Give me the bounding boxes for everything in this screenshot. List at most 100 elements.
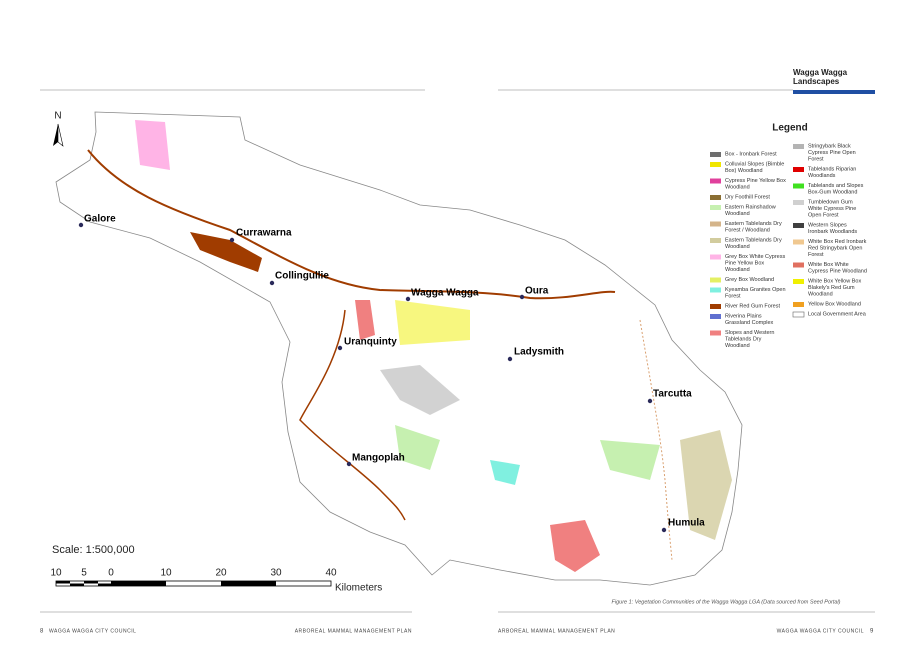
legend-swatch: [793, 200, 804, 205]
footer-doc: ARBOREAL MAMMAL MANAGEMENT PLAN: [498, 628, 615, 634]
legend-swatch: [710, 195, 721, 200]
legend-swatch: [710, 330, 721, 336]
river-red-gum: [299, 309, 406, 521]
legend-label: Kyeamba Granites Open: [725, 287, 786, 293]
legend-swatch: [793, 183, 804, 189]
lga-boundary: [55, 111, 743, 586]
caption: Figure 1: Vegetation Communities of the …: [612, 599, 841, 605]
legend-swatch: [710, 221, 721, 227]
legend-swatch: [793, 302, 804, 307]
legend-label: Woodland: [808, 291, 833, 297]
scale-segment: [221, 581, 276, 586]
vegetation-patch: [680, 430, 732, 540]
town-dot: [661, 527, 667, 533]
town-label: Oura: [525, 286, 549, 297]
legend: Box - Ironbark Forest Colluvial Slopes (B…: [710, 143, 867, 349]
town-dot: [519, 294, 525, 300]
legend-label: Cypress Pine Woodland: [808, 268, 867, 274]
scale-bar: Kilometers 10 5 0 10 20 30 40: [50, 568, 382, 594]
header-title: Wagga Wagga: [793, 68, 848, 77]
town-dot: [346, 461, 352, 467]
legend-title: Legend: [772, 123, 808, 134]
legend-label: Tumbledown Gum: [808, 199, 853, 205]
legend-label: Grassland Complex: [725, 320, 774, 326]
town-label: Uranquinty: [344, 337, 397, 348]
scale-segment: [70, 583, 84, 586]
legend-label: Eastern Tablelands Dry: [725, 237, 782, 243]
legend-label: Forest: [808, 156, 824, 162]
legend-swatch: [710, 314, 721, 319]
scale-tick-label: 5: [81, 568, 87, 579]
vegetation-patch: [135, 120, 170, 170]
town-label: Mangoplah: [352, 453, 405, 464]
legend-label: Cypress Pine Open: [808, 150, 856, 156]
legend-label: Ironbark Woodlands: [808, 229, 857, 235]
vegetation-patch: [380, 365, 460, 415]
scale-segment: [84, 581, 98, 584]
page-number: 8: [40, 629, 44, 635]
town-label: Wagga Wagga: [411, 288, 479, 299]
town-dot: [337, 345, 343, 351]
vegetation-patch: [395, 300, 470, 345]
town-label: Humula: [668, 518, 705, 529]
legend-swatch: [710, 254, 721, 260]
legend-label: Forest: [725, 293, 741, 299]
legend-label: Forest / Woodland: [725, 227, 770, 233]
vegetation-patch: [395, 425, 440, 470]
legend-swatch: [793, 223, 804, 228]
vegetation-patch: [190, 232, 262, 272]
north-arrow: [53, 124, 58, 146]
towns: Galore Currawarna Collingullie Wagga Wag…: [78, 214, 705, 533]
north-arrow: [57, 123, 64, 147]
legend-swatch: [710, 287, 721, 293]
legend-label: Dry Foothill Forest: [725, 194, 770, 200]
legend-label: Western Slopes: [808, 222, 847, 228]
legend-swatch: [793, 167, 804, 172]
legend-swatch: [793, 144, 804, 149]
town-label: Collingullie: [275, 271, 329, 282]
legend-swatch: [793, 262, 804, 268]
legend-label: Box-Gum Woodland: [808, 189, 857, 195]
legend-label: Cypress Pine Yellow Box: [725, 178, 786, 184]
legend-label: Grey Box White Cypress: [725, 254, 785, 260]
legend-label: Tablelands Riparian: [808, 166, 856, 172]
legend-label: Grey Box Woodland: [725, 277, 774, 283]
legend-swatch: [710, 178, 721, 184]
legend-swatch: [710, 304, 721, 309]
scale-tick-label: 0: [108, 568, 114, 579]
legend-swatch: [710, 152, 721, 157]
legend-label: Stringybark Black: [808, 143, 851, 149]
scale-tick-label: 20: [215, 568, 227, 579]
legend-swatch: [793, 239, 804, 245]
scale-tick-label: 10: [50, 568, 62, 579]
legend-swatch: [710, 277, 721, 283]
town-dot: [78, 222, 84, 228]
header-bar: [793, 90, 875, 94]
legend-label: Riverina Plains: [725, 313, 762, 319]
legend-label: Eastern Tablelands Dry: [725, 221, 782, 227]
town-dot: [507, 356, 513, 362]
scale-segment: [111, 581, 166, 586]
footer-org: WAGGA WAGGA CITY COUNCIL: [777, 628, 864, 634]
legend-swatch: [793, 279, 804, 284]
legend-swatch: [710, 205, 721, 210]
legend-label: River Red Gum Forest: [725, 303, 780, 309]
town-label: Galore: [84, 214, 116, 225]
scale-tick-label: 40: [325, 568, 337, 579]
legend-label: White Box White: [808, 262, 849, 268]
legend-label: Red Stringybark Open: [808, 245, 862, 251]
legend-swatch: [710, 238, 721, 243]
scale-tick-label: 30: [270, 568, 282, 579]
legend-swatch: [710, 162, 721, 167]
town-label: Tarcutta: [653, 389, 692, 400]
vegetation-patch: [355, 300, 375, 340]
legend-label: Box) Woodland: [725, 168, 763, 174]
legend-label: Woodland: [725, 343, 750, 349]
scale-segment: [98, 583, 111, 586]
legend-label: White Box Yellow Box: [808, 278, 861, 284]
scale-unit: Kilometers: [335, 583, 382, 594]
legend-label: Slopes and Western: [725, 330, 774, 336]
legend-label: Forest: [808, 252, 824, 258]
vegetation-patch: [490, 460, 520, 485]
